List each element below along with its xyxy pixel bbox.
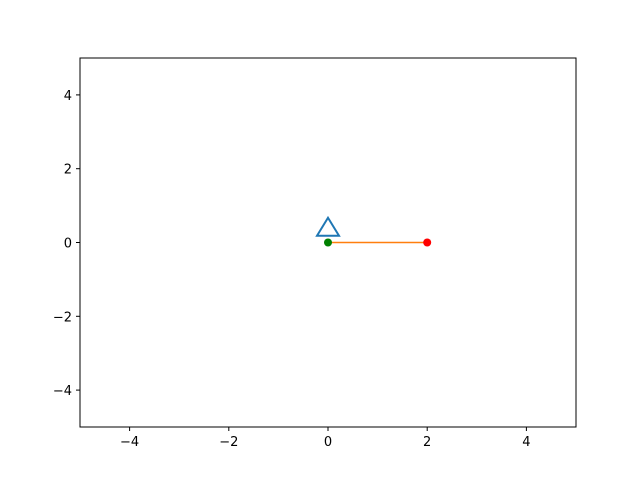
x-tick-label: 0	[324, 435, 332, 450]
y-tick-label: −2	[53, 310, 72, 325]
data-point	[423, 238, 432, 247]
x-tick-label: 2	[423, 435, 431, 450]
triangle-marker	[315, 215, 341, 237]
y-tick-label: 4	[64, 89, 72, 104]
x-axis: −4 −2 0 2 4	[120, 427, 531, 450]
y-tick-label: −4	[53, 384, 72, 399]
y-axis: −4 −2 0 2 4	[53, 89, 80, 399]
x-tick-label: 4	[522, 435, 530, 450]
data-point	[324, 238, 332, 247]
x-tick-label: −4	[120, 435, 139, 450]
y-tick-label: 2	[64, 163, 72, 178]
plot-area	[315, 215, 432, 247]
x-tick-label: −2	[219, 435, 238, 450]
y-tick-label: 0	[64, 237, 72, 252]
